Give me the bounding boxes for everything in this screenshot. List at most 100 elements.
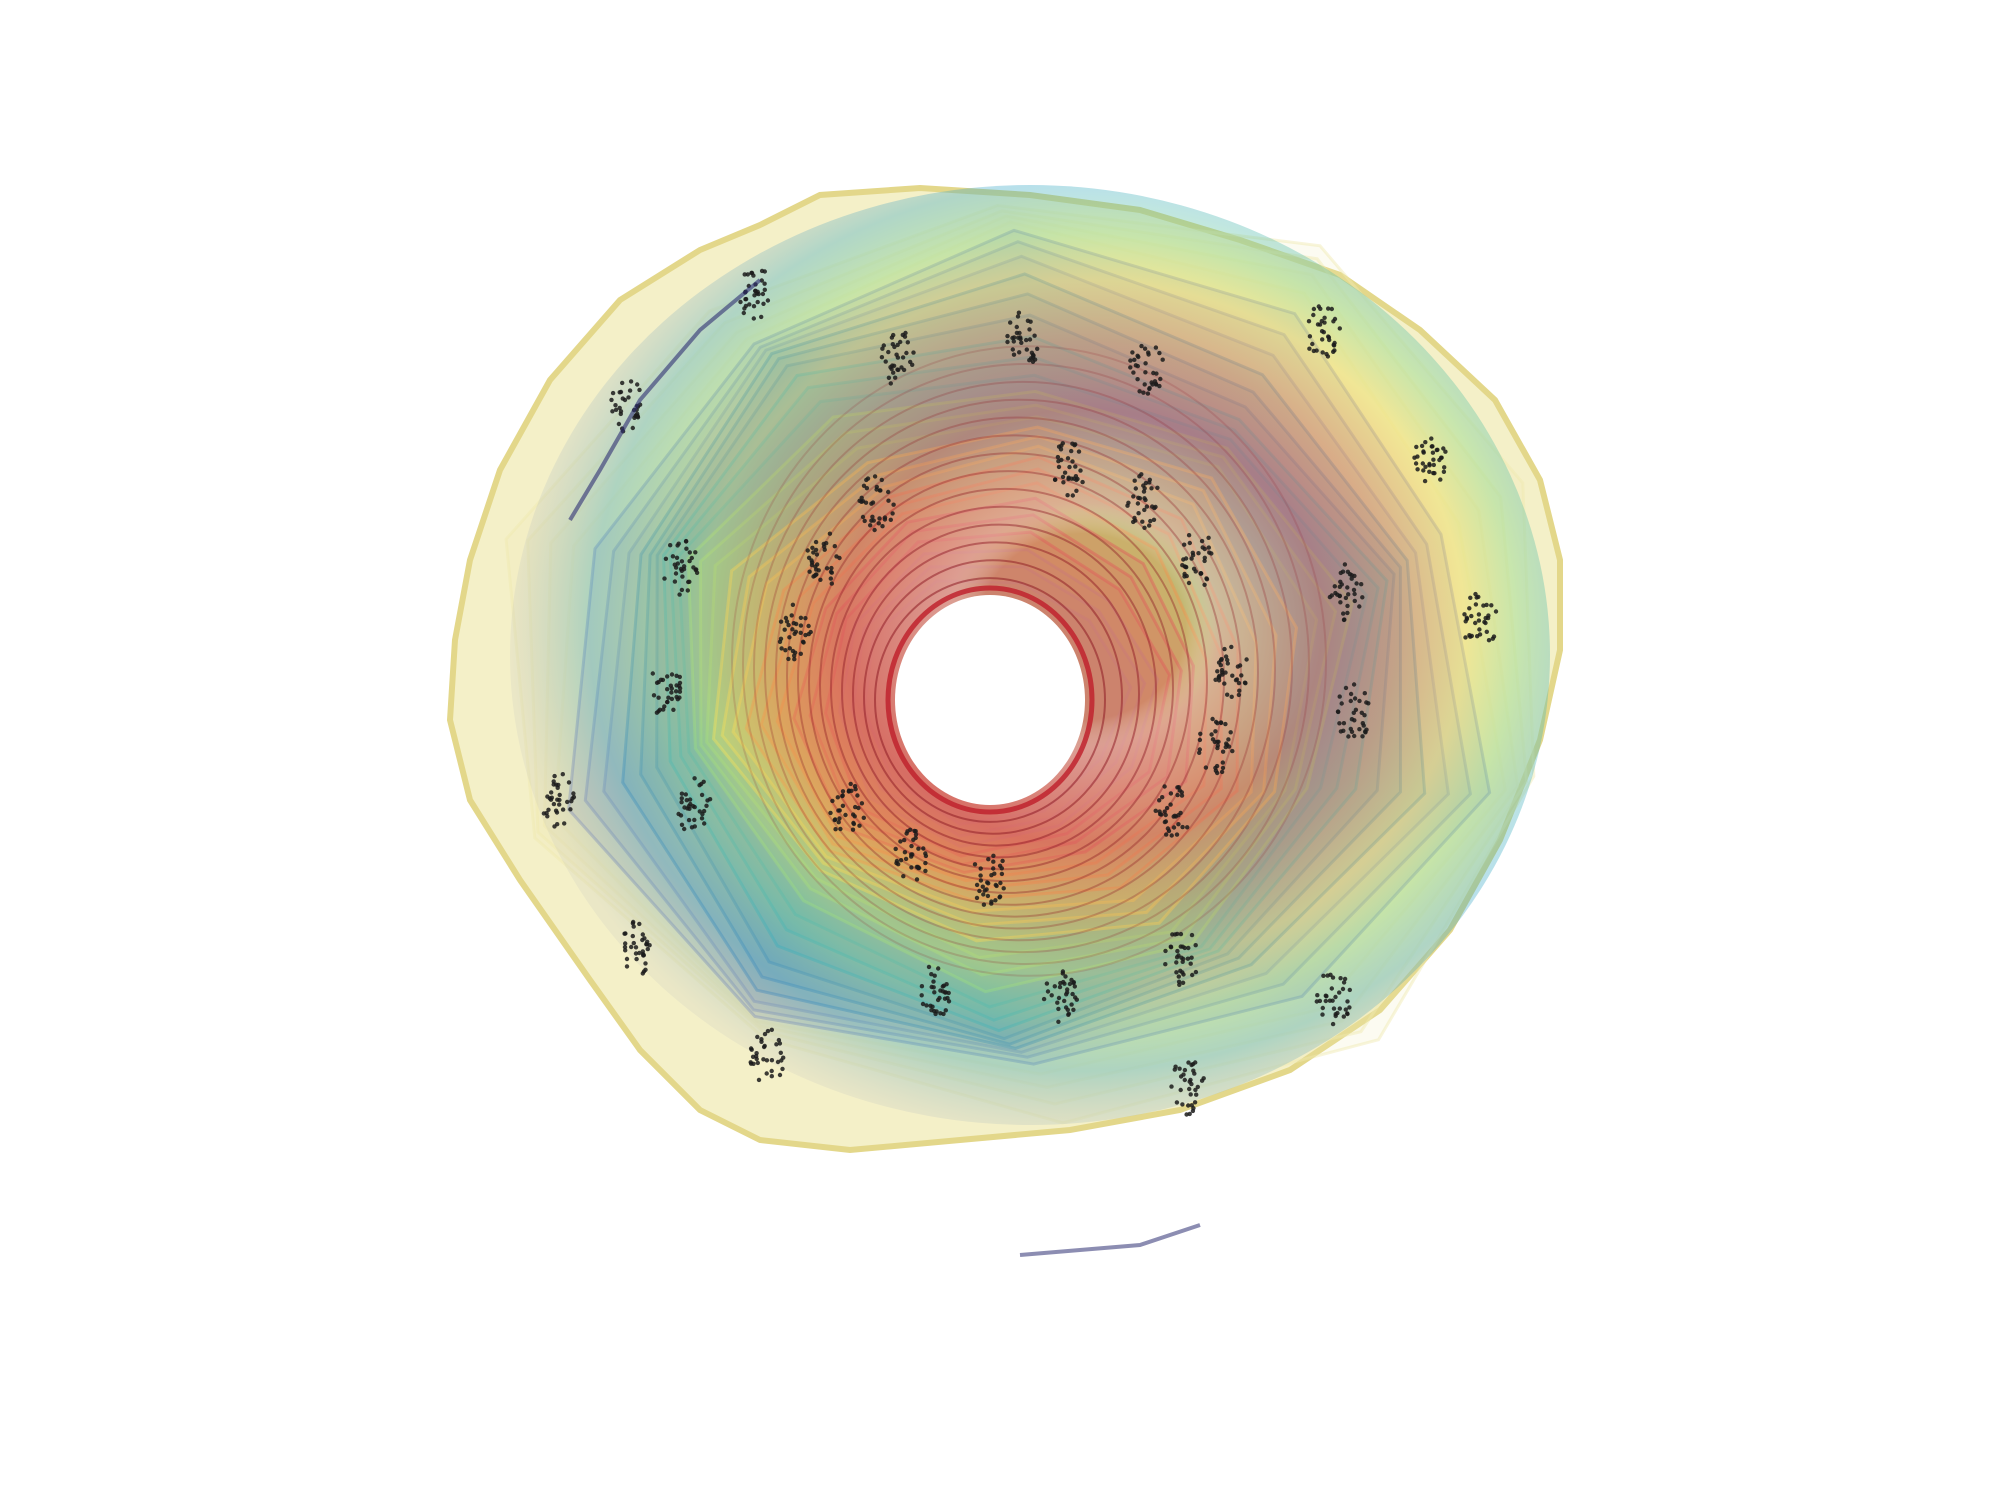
cluster-dot xyxy=(665,699,670,705)
cluster-dot xyxy=(681,564,687,569)
cluster-dot xyxy=(1180,970,1185,975)
cluster-dot xyxy=(868,523,873,528)
cluster-dot xyxy=(761,301,766,306)
cluster-dot xyxy=(1477,627,1482,632)
cluster-dot xyxy=(938,1011,943,1016)
cluster-dot xyxy=(1311,312,1316,318)
cluster-dot xyxy=(1222,681,1227,686)
cluster-dot xyxy=(1473,620,1478,626)
cluster-dot xyxy=(1343,685,1349,691)
cluster-dot xyxy=(1441,469,1447,474)
cluster-dot xyxy=(1475,634,1480,639)
cluster-dot xyxy=(890,511,895,516)
cluster-dot xyxy=(1202,582,1207,587)
cluster-dot xyxy=(707,797,713,802)
cluster-dot xyxy=(753,288,758,293)
cluster-dot xyxy=(1190,972,1195,978)
cluster-dot xyxy=(981,902,987,907)
cluster-dot xyxy=(1065,1007,1071,1012)
inner-ring xyxy=(731,345,1327,977)
cluster-dot xyxy=(666,695,671,700)
cluster-dot xyxy=(1463,635,1468,640)
cluster-dot xyxy=(1154,382,1159,387)
cluster-dot xyxy=(946,999,952,1004)
cluster-dot xyxy=(1233,678,1239,683)
cluster-dot xyxy=(779,646,784,651)
cluster-dot xyxy=(1431,457,1436,462)
cluster-dot xyxy=(1145,391,1151,396)
cluster-dot xyxy=(692,824,697,829)
cluster-dot xyxy=(1158,376,1163,382)
cluster-dot xyxy=(991,859,996,864)
cluster-dot xyxy=(1236,692,1242,698)
cluster-dot xyxy=(943,1008,948,1013)
inner-ring xyxy=(819,487,1191,883)
inner-ring xyxy=(753,380,1293,954)
cluster-dot xyxy=(1493,609,1499,614)
cluster-dot xyxy=(1148,518,1153,524)
cluster-dot xyxy=(1193,943,1198,948)
cluster-dot xyxy=(1360,595,1365,600)
cluster-dot xyxy=(628,379,634,384)
cluster-dot xyxy=(874,484,879,490)
cluster-dot xyxy=(832,544,837,549)
cluster-dot xyxy=(855,793,860,798)
cluster-dot xyxy=(1177,1066,1182,1071)
cluster-dot xyxy=(893,375,898,380)
cluster-dot xyxy=(1218,720,1224,726)
cluster-dot xyxy=(1345,585,1350,590)
cluster-dot xyxy=(1348,698,1354,704)
cluster-dot xyxy=(1153,504,1158,510)
cluster-dot xyxy=(1363,730,1368,735)
cluster-dot xyxy=(1225,657,1230,663)
cluster-dot xyxy=(622,944,628,950)
cluster-dot xyxy=(1143,370,1148,375)
cluster-dot xyxy=(1327,337,1332,343)
cluster-dot xyxy=(876,521,881,526)
cluster-dot xyxy=(879,477,884,483)
cluster-dot xyxy=(880,524,885,529)
cluster-dot xyxy=(1321,973,1326,978)
cluster-dot xyxy=(679,791,685,796)
cluster-dot xyxy=(929,1008,934,1013)
cluster-dot xyxy=(764,1071,769,1076)
cluster-dot xyxy=(566,780,572,785)
cluster-dot xyxy=(1351,587,1357,593)
cluster-dot xyxy=(993,898,998,903)
cluster-dot xyxy=(837,816,842,821)
cluster-dot xyxy=(898,858,904,863)
cluster-dot xyxy=(798,615,804,620)
cluster-dot xyxy=(1164,832,1169,837)
cluster-dot xyxy=(926,964,932,970)
cluster-dot xyxy=(1182,542,1187,547)
cluster-dot xyxy=(677,680,683,686)
cluster-dot xyxy=(1422,478,1428,484)
inner-ring xyxy=(797,452,1225,906)
cluster-dot xyxy=(1331,343,1337,348)
cluster-dot xyxy=(1056,995,1062,1001)
cluster-dot xyxy=(790,648,796,654)
cluster-dot xyxy=(1074,477,1079,483)
cluster-dot xyxy=(1315,993,1320,998)
cluster-dot xyxy=(811,550,816,555)
cluster-dot xyxy=(1339,701,1344,706)
cluster-dot xyxy=(640,937,645,943)
cluster-dot xyxy=(1141,489,1147,494)
cluster-dot xyxy=(669,690,674,695)
cluster-dot xyxy=(904,831,909,836)
dot-clusters xyxy=(541,268,1499,1117)
cluster-dot xyxy=(893,846,898,852)
cluster-dot xyxy=(769,1027,774,1033)
cluster-dot xyxy=(1325,973,1330,978)
cluster-dot xyxy=(1237,688,1242,693)
cluster-dot xyxy=(940,984,945,989)
cluster-dot xyxy=(828,569,834,574)
cluster-dot xyxy=(1311,306,1317,312)
cluster-dot xyxy=(877,488,882,493)
cluster-dot xyxy=(686,579,691,585)
cluster-dot xyxy=(1337,593,1342,599)
cluster-dot xyxy=(677,592,682,597)
cluster-dot xyxy=(1132,357,1137,362)
cluster-dot xyxy=(821,541,826,547)
cluster-dot xyxy=(769,1058,775,1063)
